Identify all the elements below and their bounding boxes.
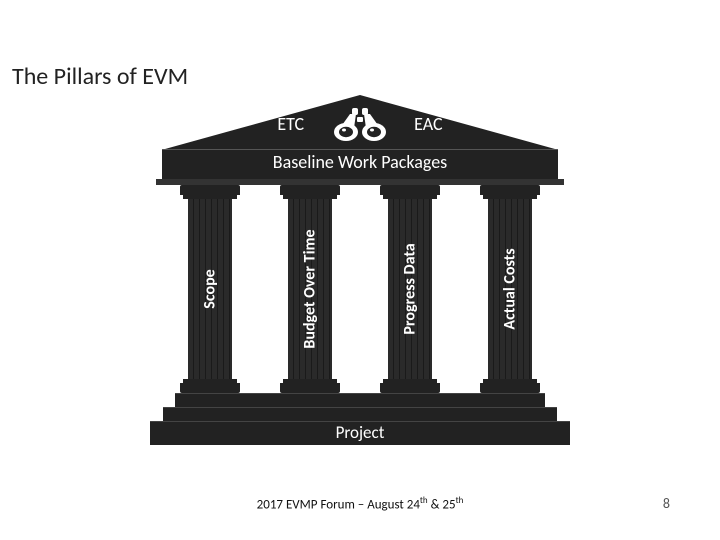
footer-text: 2017 EVMP Forum – August 24th & 25th: [0, 495, 720, 512]
pillar-label: Actual Costs: [501, 248, 520, 329]
pillar-progress: Progress Data: [386, 185, 434, 393]
pillar-actuals: Actual Costs: [486, 185, 534, 393]
roof-labels: ETC EAC: [150, 113, 570, 135]
pillar-budget: Budget Over Time: [286, 185, 334, 393]
temple-diagram: ETC EAC Baseline Work Packages Scope Bud…: [150, 95, 570, 445]
pillar-label: Scope: [201, 269, 220, 308]
page-title: The Pillars of EVM: [12, 62, 188, 91]
page-number: 8: [663, 495, 670, 512]
eac-label: EAC: [414, 113, 442, 135]
etc-label: ETC: [277, 113, 304, 135]
pillars-row: Scope Budget Over Time Progress Data Act…: [186, 185, 534, 393]
baseline-label: Baseline Work Packages: [150, 151, 570, 173]
pillar-scope: Scope: [186, 185, 234, 393]
project-label: Project: [150, 422, 570, 443]
pillar-label: Progress Data: [401, 243, 420, 334]
pillar-label: Budget Over Time: [301, 229, 320, 348]
